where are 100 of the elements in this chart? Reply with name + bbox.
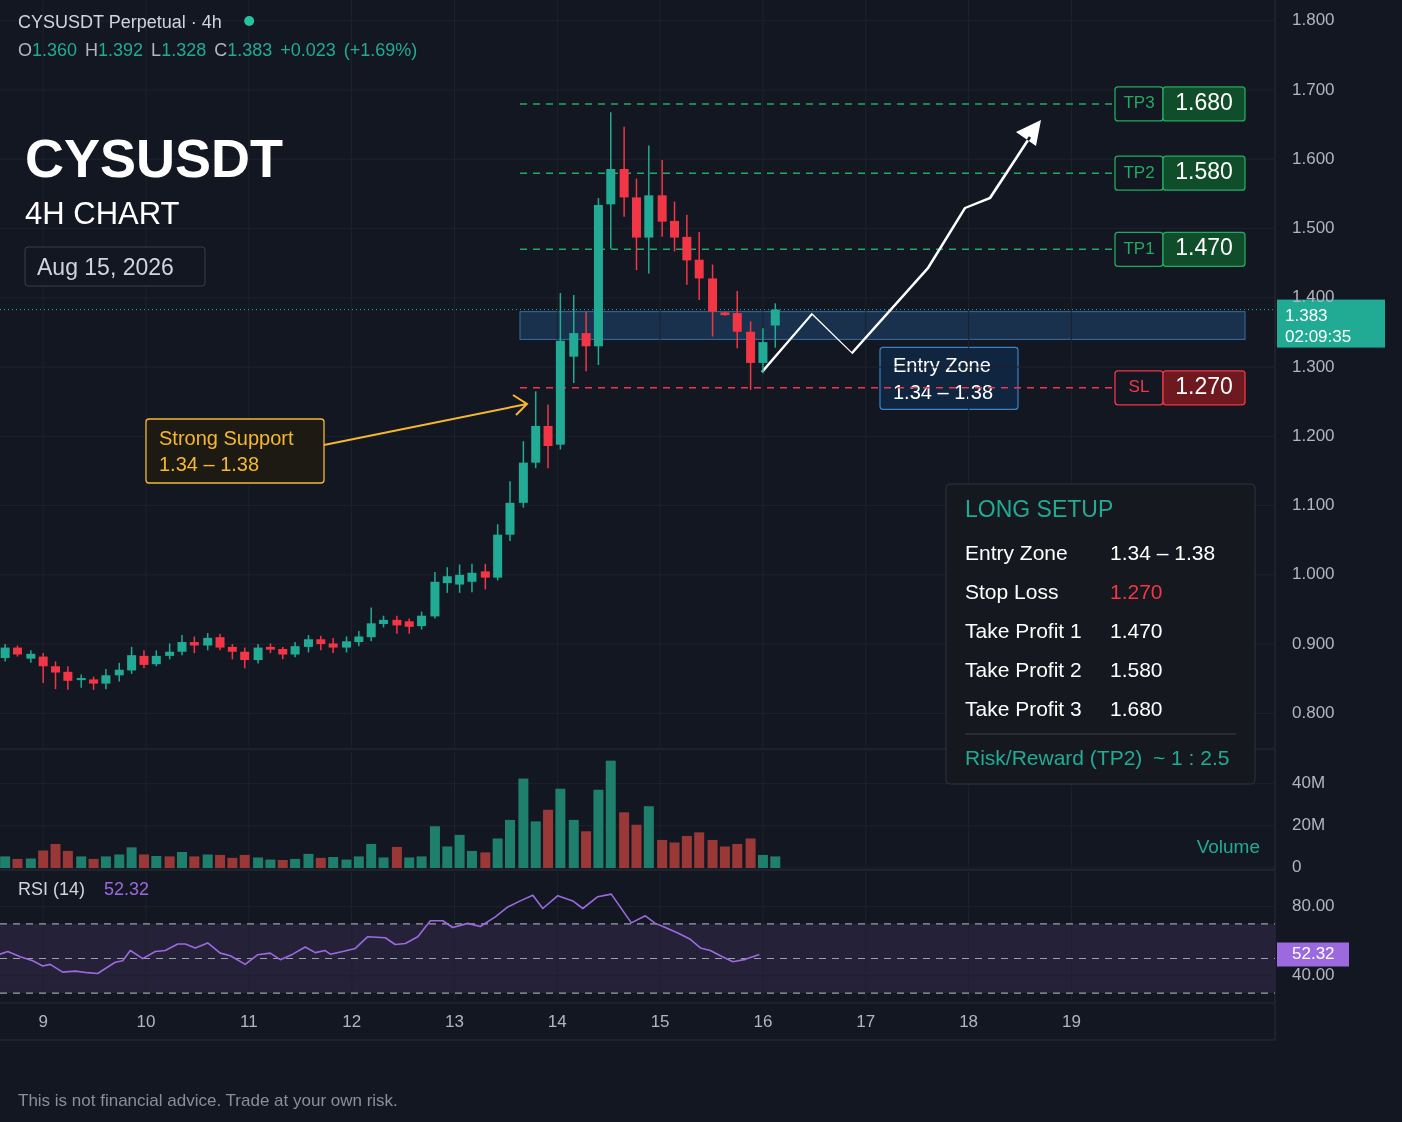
y-tick-label: 0 <box>1292 857 1302 877</box>
y-tick-label: 1.100 <box>1292 495 1335 515</box>
candlestick <box>76 673 86 689</box>
bar <box>429 826 440 868</box>
y-tick-label: 1.300 <box>1292 356 1335 376</box>
annotation: Entry Zone <box>965 541 1068 564</box>
candlestick <box>455 563 465 594</box>
annotation: Aug 15, 2026 <box>37 254 174 280</box>
bar <box>378 857 389 868</box>
x-tick-label: 9 <box>38 1012 48 1031</box>
text: 1.680 <box>1175 88 1233 115</box>
bar <box>454 834 465 868</box>
x-tick-label: 14 <box>547 1012 567 1031</box>
chart-title: RSI (14) <box>18 879 86 899</box>
bar <box>239 854 250 868</box>
bar <box>303 853 314 868</box>
bar <box>177 851 187 868</box>
annotation: 1.34 – 1.38 <box>1110 541 1216 564</box>
bar <box>12 858 23 868</box>
ref-line-label: TP2 <box>1123 162 1155 182</box>
text: CYSUSDT <box>25 128 284 188</box>
bar <box>719 846 730 868</box>
candlestick <box>442 566 452 594</box>
y-tick-label: 1.500 <box>1292 218 1335 238</box>
bar <box>138 854 149 868</box>
annotation: ~ 1 : 2.5 <box>1153 746 1230 769</box>
bar <box>631 824 642 868</box>
y-tick-label: 1.700 <box>1292 79 1335 99</box>
candlestick <box>392 614 402 635</box>
candlestick <box>467 563 477 593</box>
candlestick <box>101 668 111 690</box>
candlestick <box>177 634 187 656</box>
bar <box>643 806 654 868</box>
y-tick-label: 80.00 <box>1292 896 1335 916</box>
bar <box>202 854 213 868</box>
annotation: 52.32 <box>104 879 150 899</box>
candlestick <box>670 200 680 253</box>
bar <box>189 856 200 868</box>
candlestick <box>253 643 263 665</box>
bar <box>416 856 427 868</box>
candlestick <box>366 606 376 643</box>
y-tick-label: 40M <box>1292 773 1326 793</box>
x-tick-label: 18 <box>959 1012 979 1031</box>
y-tick-label: 20M <box>1292 815 1326 835</box>
annotation: Take Profit 3 <box>965 697 1082 720</box>
annotation: 1.680 <box>1110 697 1163 720</box>
bar <box>315 857 326 868</box>
annotation: 1.470 <box>1110 619 1163 642</box>
x-tick-label: 12 <box>342 1012 362 1031</box>
y-tick-label: 1.800 <box>1292 10 1335 30</box>
y-tick-label: 0.900 <box>1292 633 1335 653</box>
candlestick <box>581 310 591 372</box>
bar <box>366 843 377 868</box>
candlestick <box>758 327 768 375</box>
bar <box>265 859 276 868</box>
bar <box>530 821 541 868</box>
y-tick-label: 40.00 <box>1292 965 1335 985</box>
bar <box>76 856 87 868</box>
text: This is not financial advice. Trade at your own risk. <box>18 1091 398 1110</box>
bar <box>126 847 137 868</box>
x-tick-label: 19 <box>1061 1012 1081 1031</box>
bar <box>277 859 288 868</box>
candlestick <box>543 403 553 469</box>
text: 52.32 <box>1292 943 1335 963</box>
bar <box>745 838 756 868</box>
bar <box>694 832 705 868</box>
x-tick-label: 15 <box>650 1012 670 1031</box>
bar <box>505 819 515 868</box>
candlestick <box>127 646 137 675</box>
candlestick <box>139 649 149 670</box>
bar <box>215 854 226 868</box>
bar <box>568 819 579 868</box>
bar <box>341 859 352 868</box>
text: O1.360 H1.392 L1.328 C1.383 +0.023 (+1.69%) <box>18 40 418 60</box>
bar <box>353 856 364 868</box>
annotation: 1.580 <box>1110 658 1163 681</box>
bar <box>0 856 11 868</box>
bar <box>770 856 781 868</box>
candlestick <box>682 213 692 286</box>
y-tick-label: 1.200 <box>1292 425 1335 445</box>
y-tick-label: 1.000 <box>1292 564 1335 584</box>
bar <box>62 850 73 868</box>
bar <box>593 789 604 868</box>
bar <box>492 838 503 868</box>
annotation: CYSUSDT Perpetual · 4h <box>18 12 222 32</box>
x-tick-label: 16 <box>753 1012 773 1031</box>
bar <box>581 831 592 868</box>
bar <box>732 843 743 868</box>
y-tick-label: 1.600 <box>1292 148 1335 168</box>
bar <box>114 854 125 868</box>
bar <box>681 835 692 868</box>
bar <box>442 846 453 868</box>
ref-line-label: SL <box>1128 377 1150 397</box>
candlestick <box>38 652 48 684</box>
bar <box>290 858 301 868</box>
candlestick <box>240 646 250 670</box>
bar <box>404 857 415 868</box>
x-tick-label: 13 <box>445 1012 464 1031</box>
bar <box>100 856 111 868</box>
x-tick-label: 10 <box>136 1012 156 1031</box>
